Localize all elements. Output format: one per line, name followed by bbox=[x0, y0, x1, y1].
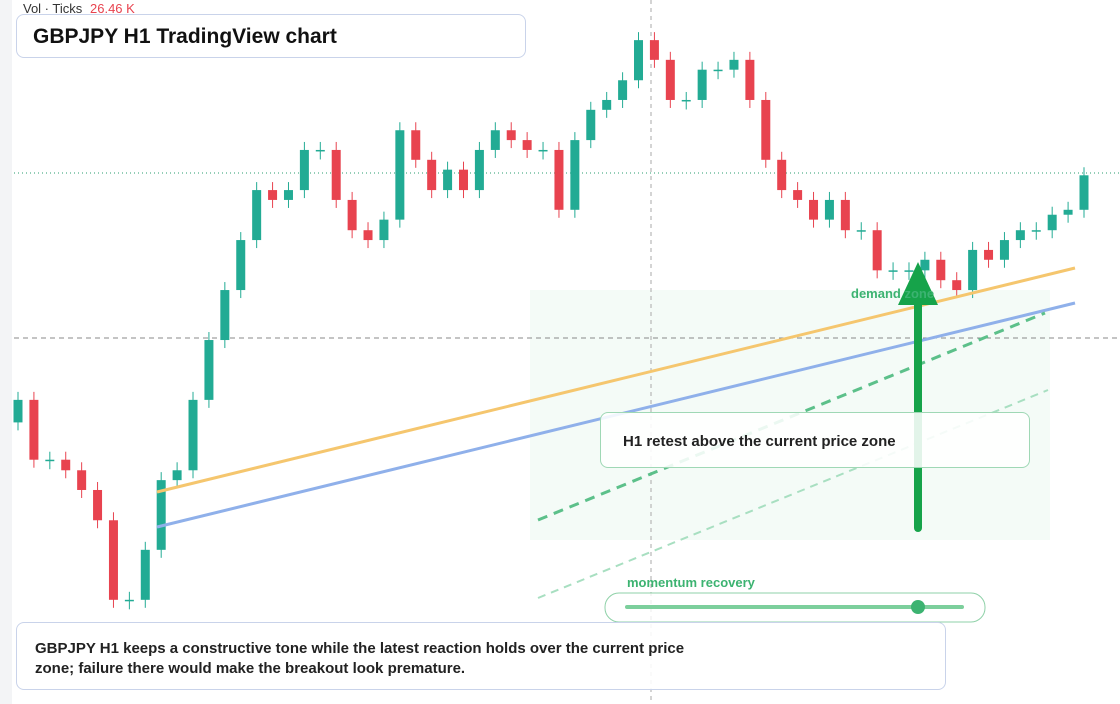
left-strip bbox=[0, 0, 12, 704]
candle bbox=[299, 149, 309, 191]
candle bbox=[395, 130, 405, 220]
candle bbox=[713, 69, 723, 72]
candle bbox=[618, 80, 628, 100]
candle bbox=[108, 520, 118, 600]
volume-value: 26.46 K bbox=[90, 1, 135, 16]
candle bbox=[1047, 214, 1057, 231]
candle bbox=[1031, 230, 1041, 232]
candle bbox=[252, 190, 262, 241]
candle bbox=[77, 470, 87, 490]
candle bbox=[1015, 230, 1025, 241]
candle bbox=[506, 130, 516, 141]
candle bbox=[458, 169, 468, 191]
candle bbox=[984, 249, 994, 260]
zone-label: demand zone bbox=[851, 286, 934, 301]
candle bbox=[665, 59, 675, 100]
candle bbox=[188, 399, 198, 471]
candle bbox=[888, 270, 898, 272]
candle bbox=[872, 230, 882, 271]
candle bbox=[761, 99, 771, 160]
candle bbox=[697, 69, 707, 100]
candle bbox=[156, 480, 166, 550]
title: GBPJPY H1 TradingView chart bbox=[16, 14, 526, 58]
candle bbox=[968, 249, 978, 291]
candle bbox=[13, 399, 23, 423]
candle bbox=[1063, 209, 1073, 215]
volume-label: Vol · Ticks bbox=[23, 1, 83, 16]
candle bbox=[745, 59, 755, 100]
candle bbox=[93, 489, 103, 521]
candle bbox=[824, 199, 834, 220]
candle bbox=[522, 140, 532, 150]
candle bbox=[1079, 175, 1089, 210]
candle bbox=[379, 219, 389, 241]
candle bbox=[570, 140, 580, 210]
candle bbox=[236, 240, 246, 291]
candle bbox=[952, 280, 962, 291]
candle bbox=[649, 40, 659, 60]
candle bbox=[283, 190, 293, 200]
candle bbox=[61, 459, 71, 471]
candle bbox=[904, 270, 914, 272]
candle bbox=[268, 190, 278, 200]
candle bbox=[29, 399, 39, 460]
slider-knob bbox=[911, 600, 925, 614]
candle bbox=[45, 459, 55, 462]
candle bbox=[204, 340, 214, 400]
candle bbox=[220, 290, 230, 341]
candle bbox=[809, 199, 819, 220]
candle bbox=[538, 149, 548, 152]
candle bbox=[634, 40, 644, 81]
candle bbox=[936, 259, 946, 281]
candle bbox=[474, 149, 484, 191]
candle bbox=[363, 230, 373, 241]
candle bbox=[999, 240, 1009, 260]
candle bbox=[856, 230, 866, 232]
candle bbox=[920, 259, 930, 271]
momentum-label: momentum recovery bbox=[627, 575, 756, 590]
candle bbox=[427, 159, 437, 191]
candle bbox=[172, 470, 182, 481]
candle bbox=[554, 149, 564, 210]
caption: GBPJPY H1 keeps a constructive tone whil… bbox=[16, 622, 946, 690]
candle bbox=[443, 169, 453, 191]
candle bbox=[490, 130, 500, 150]
dashed-line bbox=[537, 389, 1049, 599]
candle bbox=[140, 549, 150, 600]
candle bbox=[681, 99, 691, 102]
callout: H1 retest above the current price zone bbox=[600, 412, 1030, 468]
candle bbox=[729, 59, 739, 70]
candle bbox=[315, 149, 325, 152]
candle bbox=[602, 99, 612, 110]
candle bbox=[347, 199, 357, 231]
candle bbox=[793, 190, 803, 200]
candles bbox=[13, 32, 1089, 610]
candle bbox=[840, 199, 850, 231]
candle bbox=[124, 599, 134, 602]
candle bbox=[777, 159, 787, 191]
arrow-head bbox=[898, 262, 938, 305]
candle bbox=[586, 109, 596, 141]
candle bbox=[331, 149, 341, 200]
candle bbox=[411, 130, 421, 160]
